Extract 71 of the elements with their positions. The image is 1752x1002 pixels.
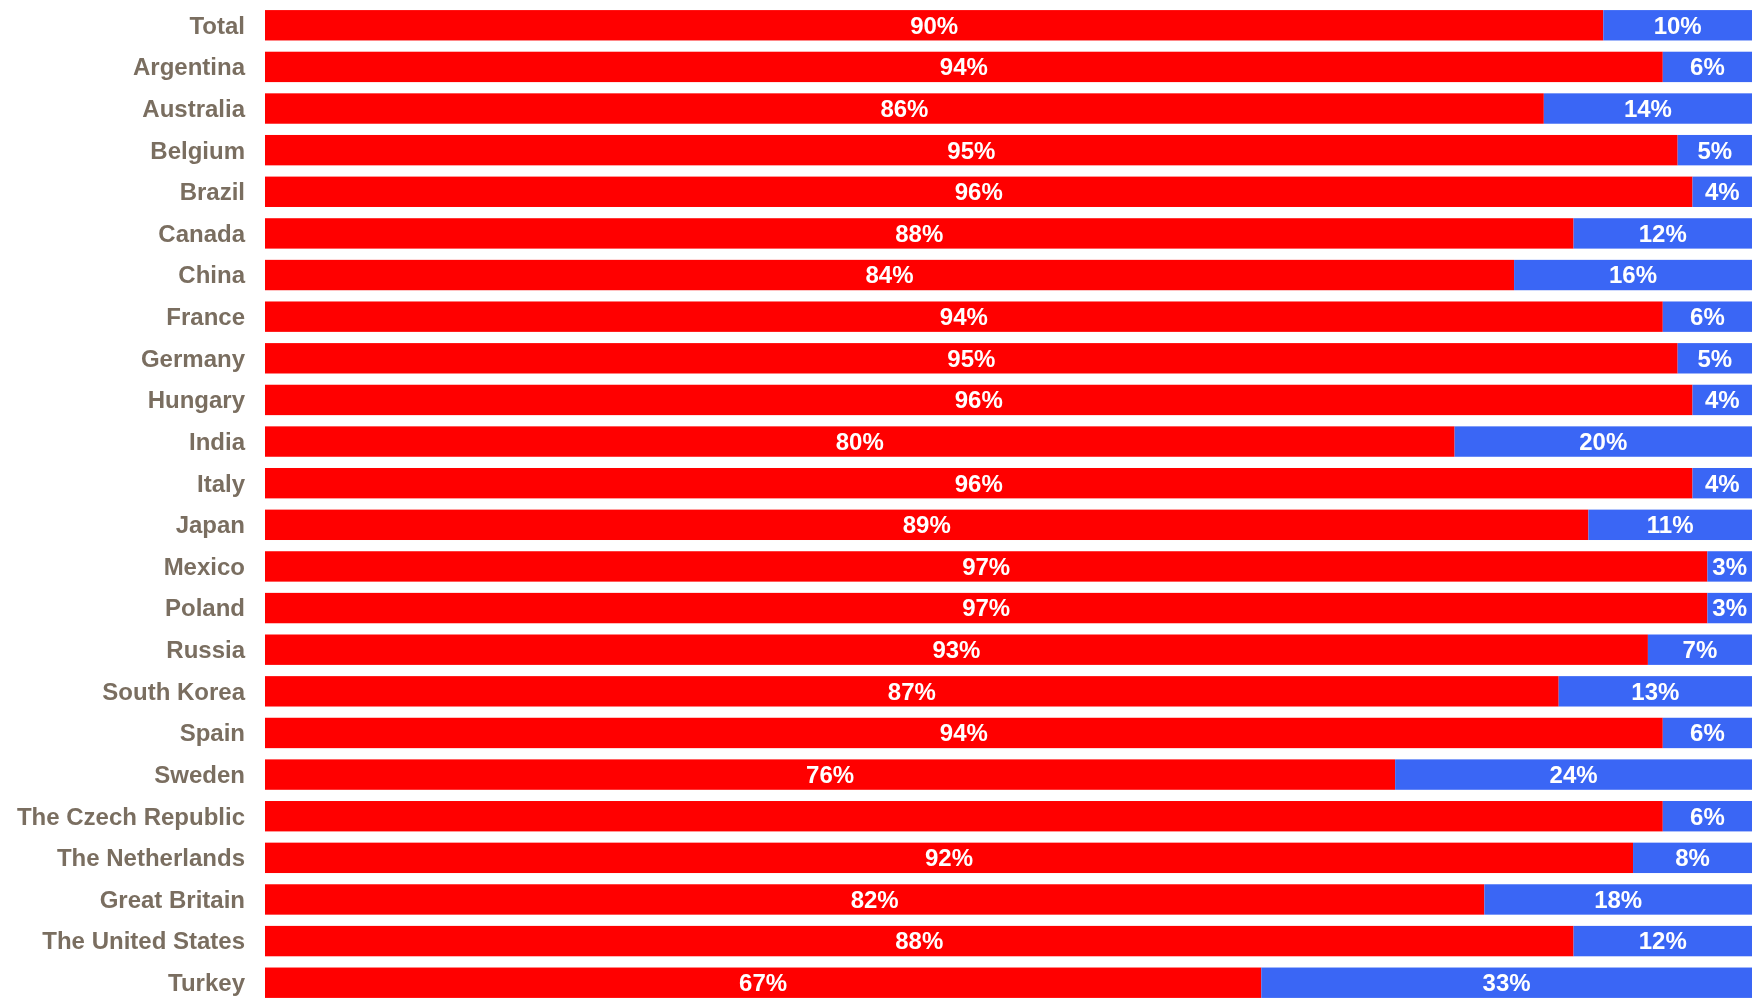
- data-label: 6%: [1690, 303, 1725, 331]
- data-label: 6%: [1690, 719, 1725, 747]
- data-label: 80%: [835, 427, 884, 455]
- y-tick-label: Mexico: [163, 552, 245, 580]
- data-label: 88%: [895, 927, 944, 955]
- data-label: 95%: [947, 136, 996, 164]
- data-label: 33%: [1482, 969, 1531, 997]
- data-label: 84%: [865, 261, 914, 289]
- y-tick-label: Italy: [196, 469, 246, 497]
- data-label: 94%: [939, 303, 988, 331]
- data-label: 94%: [939, 53, 988, 81]
- y-tick-label: India: [188, 427, 246, 455]
- data-label: 12%: [1638, 927, 1687, 955]
- data-label: 96%: [954, 178, 1003, 206]
- y-tick-label: The Netherlands: [56, 844, 245, 872]
- y-tick-label: South Korea: [102, 677, 246, 705]
- data-label: 6%: [1690, 53, 1725, 81]
- data-label: 97%: [962, 594, 1011, 622]
- y-tick-label: Turkey: [168, 969, 246, 997]
- data-label: 90%: [910, 11, 959, 39]
- y-tick-label: Total: [189, 11, 245, 39]
- y-tick-label: Canada: [158, 219, 246, 247]
- y-tick-label: The Czech Republic: [16, 802, 245, 830]
- data-label: 92%: [925, 844, 974, 872]
- data-label: 3%: [1712, 552, 1748, 580]
- data-label: 88%: [895, 219, 944, 247]
- y-tick-label: Germany: [140, 344, 246, 372]
- data-label: 12%: [1638, 219, 1687, 247]
- y-tick-label: Argentina: [132, 53, 246, 81]
- data-label: 18%: [1594, 885, 1643, 913]
- data-label: 5%: [1697, 344, 1733, 372]
- data-label: 3%: [1712, 594, 1748, 622]
- data-label: 6%: [1690, 802, 1725, 830]
- data-label: 67%: [739, 969, 788, 997]
- data-label: 24%: [1549, 760, 1598, 788]
- data-label: 82%: [850, 885, 899, 913]
- data-label: 16%: [1609, 261, 1658, 289]
- data-label: 11%: [1646, 511, 1694, 539]
- data-label: 7%: [1682, 636, 1718, 664]
- data-label: 76%: [806, 760, 855, 788]
- data-label: 96%: [954, 469, 1003, 497]
- data-label: 93%: [932, 636, 981, 664]
- y-tick-label: Russia: [166, 636, 246, 664]
- data-label: 97%: [962, 552, 1011, 580]
- data-label: 20%: [1579, 427, 1628, 455]
- y-tick-label: Belgium: [150, 136, 245, 164]
- data-label: 10%: [1653, 11, 1702, 39]
- y-tick-label: France: [166, 303, 245, 331]
- data-label: 86%: [880, 94, 929, 122]
- data-label: 95%: [947, 344, 996, 372]
- data-label: 4%: [1704, 178, 1740, 206]
- y-tick-label: Hungary: [147, 386, 246, 414]
- data-label: 89%: [902, 511, 951, 539]
- y-tick-label: China: [178, 261, 246, 289]
- data-label: 5%: [1697, 136, 1733, 164]
- y-tick-label: Great Britain: [99, 885, 245, 913]
- y-tick-label: Sweden: [154, 760, 245, 788]
- y-tick-label: Australia: [142, 94, 246, 122]
- y-tick-label: Spain: [179, 719, 245, 747]
- y-tick-label: Brazil: [179, 178, 245, 206]
- y-tick-label: Japan: [175, 511, 245, 539]
- data-label: 4%: [1704, 469, 1740, 497]
- data-label: 96%: [954, 386, 1003, 414]
- y-tick-label: Poland: [164, 594, 245, 622]
- data-label: 13%: [1631, 677, 1680, 705]
- data-label: 94%: [939, 719, 988, 747]
- data-label: 14%: [1623, 94, 1672, 122]
- data-label: 4%: [1704, 386, 1740, 414]
- y-tick-label: The United States: [42, 927, 245, 955]
- data-label: 8%: [1675, 844, 1710, 872]
- data-label: 87%: [887, 677, 936, 705]
